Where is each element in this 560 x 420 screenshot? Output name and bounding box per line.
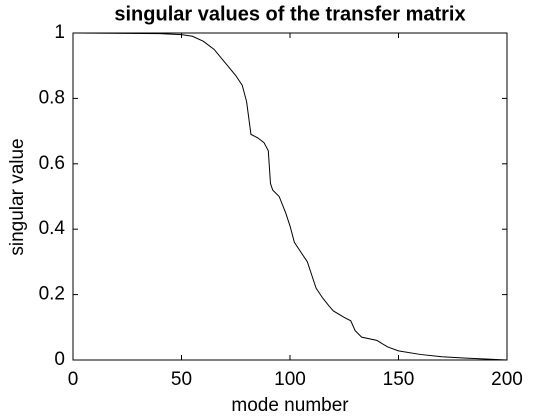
- x-axis-label: mode number: [231, 395, 349, 416]
- y-tick-label: 1: [54, 22, 65, 43]
- y-tick-label: 0.6: [39, 153, 65, 174]
- data-line: [75, 32, 508, 361]
- chart-title: singular values of the transfer matrix: [114, 3, 465, 25]
- y-tick-label: 0.4: [39, 218, 66, 239]
- y-tick-label: 0: [54, 349, 65, 370]
- x-tick-label: 100: [274, 369, 306, 390]
- x-tick-label: 150: [383, 369, 415, 390]
- y-axis-label: singular value: [7, 138, 28, 255]
- x-tick-label: 0: [68, 369, 79, 390]
- x-tick-label: 200: [491, 369, 523, 390]
- y-tick-label: 0.2: [39, 284, 65, 305]
- y-tick-label: 0.8: [39, 87, 65, 108]
- x-tick-label: 50: [171, 369, 192, 390]
- plot-frame: [72, 32, 508, 361]
